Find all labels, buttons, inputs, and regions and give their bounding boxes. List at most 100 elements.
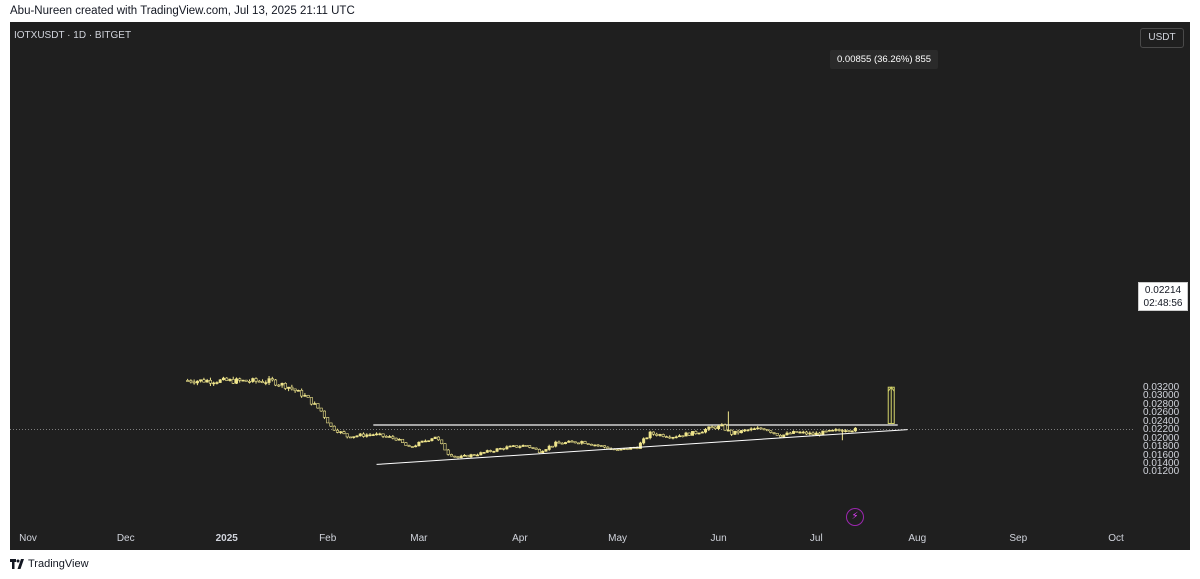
candle-body bbox=[463, 454, 467, 457]
x-tick-label: Apr bbox=[512, 533, 528, 544]
chart-canvas[interactable] bbox=[10, 22, 1190, 550]
candle-body bbox=[827, 429, 831, 432]
candle-body bbox=[495, 448, 499, 452]
candles bbox=[186, 375, 857, 459]
candle-body bbox=[736, 430, 740, 434]
candle-body bbox=[352, 436, 356, 438]
candle-body bbox=[619, 448, 623, 451]
candle-body bbox=[658, 434, 662, 436]
candle-body bbox=[277, 384, 281, 387]
candle-body bbox=[638, 442, 642, 449]
candle-body bbox=[521, 445, 525, 447]
candle-body bbox=[792, 431, 796, 434]
candle-body bbox=[430, 438, 434, 441]
candle-body bbox=[563, 442, 567, 445]
y-tick-label: 0.02800 bbox=[1143, 398, 1180, 410]
candle-body bbox=[189, 380, 193, 383]
y-tick-label: 0.01400 bbox=[1143, 458, 1180, 469]
footer: TradingView bbox=[10, 558, 89, 570]
candle-body bbox=[332, 425, 336, 431]
y-tick-label: 0.01600 bbox=[1143, 449, 1180, 461]
candle-body bbox=[590, 443, 594, 446]
candle-body bbox=[449, 454, 453, 457]
candle-body bbox=[375, 433, 379, 436]
candle-body bbox=[834, 429, 838, 431]
candle-body bbox=[583, 441, 587, 444]
candle-body bbox=[228, 379, 232, 381]
candle-body bbox=[625, 448, 629, 450]
candle-body bbox=[498, 448, 502, 450]
last-price-value: 0.02214 bbox=[1144, 285, 1182, 296]
candle-body bbox=[752, 428, 756, 431]
candle-body bbox=[743, 429, 747, 432]
lightning-icon[interactable]: ⚡ bbox=[846, 508, 864, 526]
candle-body bbox=[391, 436, 395, 439]
candle-body bbox=[401, 438, 405, 443]
ascending-trendline bbox=[376, 429, 908, 465]
candle-body bbox=[365, 434, 369, 437]
candle-body bbox=[254, 378, 258, 382]
candle-body bbox=[785, 432, 789, 436]
candle-body bbox=[345, 433, 349, 438]
x-tick-label: Oct bbox=[1108, 533, 1124, 544]
candle-body bbox=[596, 444, 600, 447]
x-tick-label: Sep bbox=[1009, 533, 1028, 544]
x-tick-label: 2025 bbox=[215, 533, 238, 544]
candle-body bbox=[697, 432, 701, 435]
candle-body bbox=[684, 432, 688, 437]
candle-body bbox=[241, 379, 245, 382]
candle-body bbox=[306, 395, 310, 398]
candle-body bbox=[534, 447, 538, 450]
candle-body bbox=[671, 437, 675, 439]
last-price-label: 0.02214 02:48:56 bbox=[1138, 282, 1188, 311]
candle-body bbox=[739, 430, 743, 434]
y-tick-label: 0.02400 bbox=[1143, 415, 1180, 427]
x-tick-label: May bbox=[608, 533, 628, 544]
candle-body bbox=[778, 435, 782, 438]
y-tick-label: 0.01800 bbox=[1143, 441, 1180, 453]
candle-body bbox=[329, 422, 333, 427]
candle-body bbox=[319, 407, 323, 412]
candle-body bbox=[248, 381, 252, 383]
candle-body bbox=[775, 432, 779, 436]
chart-attribution: Abu-Nureen created with TradingView.com,… bbox=[10, 5, 355, 17]
candle-body bbox=[195, 380, 199, 384]
candle-body bbox=[459, 455, 463, 458]
x-tick-label: Mar bbox=[410, 533, 428, 544]
candle-body bbox=[560, 442, 564, 445]
candle-body bbox=[720, 424, 724, 427]
candle-body bbox=[681, 435, 685, 438]
candle-body bbox=[264, 382, 268, 384]
candle-body bbox=[567, 440, 571, 443]
candle-body bbox=[378, 433, 382, 436]
price-chart[interactable]: IOTXUSDT · 1D · BITGET USDT 0.00855 (36.… bbox=[10, 22, 1190, 550]
candle-body bbox=[397, 438, 401, 441]
candle-body bbox=[586, 443, 590, 445]
candle-body bbox=[769, 430, 773, 433]
candle-body bbox=[244, 379, 248, 382]
x-tick-label: Jul bbox=[809, 533, 823, 544]
candle-body bbox=[603, 445, 607, 448]
candle-body bbox=[616, 449, 620, 451]
candle-body bbox=[502, 448, 506, 450]
candle-body bbox=[436, 436, 440, 441]
candle-body bbox=[348, 436, 352, 439]
candle-body bbox=[212, 382, 216, 385]
candle-body bbox=[309, 397, 313, 405]
candle-body bbox=[674, 436, 678, 439]
candle-body bbox=[316, 403, 320, 409]
candle-body bbox=[593, 444, 597, 447]
candle-body bbox=[453, 455, 457, 458]
candle-body bbox=[746, 429, 750, 432]
currency-button[interactable]: USDT bbox=[1140, 28, 1184, 48]
bar-countdown: 02:48:56 bbox=[1143, 298, 1183, 309]
candle-body bbox=[844, 430, 848, 432]
candle-body bbox=[515, 445, 519, 448]
candle-body bbox=[821, 430, 825, 436]
candle-body bbox=[414, 445, 418, 448]
symbol-label: IOTXUSDT · 1D · BITGET bbox=[14, 30, 132, 41]
candle-body bbox=[492, 451, 496, 453]
candle-body bbox=[713, 426, 717, 429]
candle-body bbox=[508, 445, 512, 448]
candle-body bbox=[570, 440, 574, 443]
